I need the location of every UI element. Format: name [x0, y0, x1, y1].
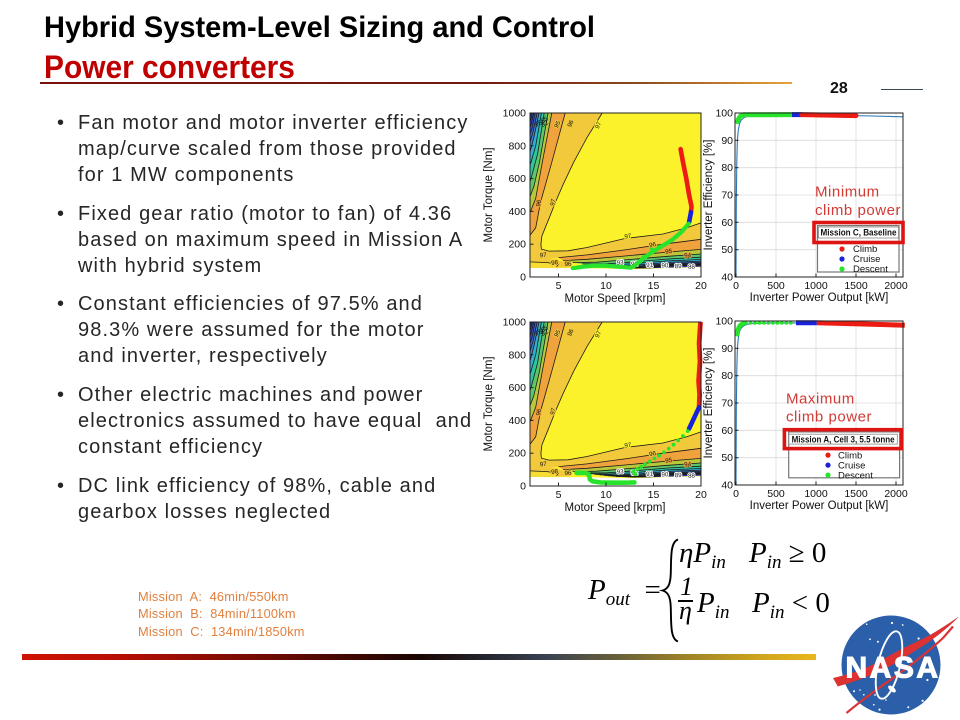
svg-text:Inverter Efficiency [%]: Inverter Efficiency [%] [703, 140, 715, 251]
svg-text:70: 70 [721, 398, 733, 410]
svg-text:97: 97 [594, 329, 603, 339]
svg-text:97: 97 [594, 120, 603, 130]
svg-text:Mission A, Cell 3, 5.5 tonne: Mission A, Cell 3, 5.5 tonne [792, 434, 895, 444]
svg-text:Inverter Power Output [kW]: Inverter Power Output [kW] [750, 500, 889, 512]
svg-text:98: 98 [551, 259, 559, 267]
svg-text:600: 600 [508, 382, 526, 394]
svg-text:40: 40 [721, 272, 733, 284]
svg-text:500: 500 [767, 488, 785, 500]
svg-text:800: 800 [508, 349, 526, 361]
svg-text:200: 200 [508, 448, 526, 460]
svg-text:97: 97 [540, 461, 548, 469]
svg-text:96: 96 [564, 470, 572, 478]
svg-text:Descent: Descent [838, 470, 873, 481]
svg-text:80: 80 [721, 370, 733, 382]
svg-text:91: 91 [646, 471, 654, 478]
svg-text:400: 400 [508, 415, 526, 427]
svg-text:94: 94 [684, 461, 692, 469]
svg-text:96: 96 [535, 408, 543, 417]
svg-text:Maximum: Maximum [786, 390, 855, 407]
svg-text:80: 80 [721, 162, 733, 174]
svg-text:5: 5 [556, 280, 562, 292]
svg-text:20: 20 [695, 280, 707, 292]
svg-text:90: 90 [721, 135, 733, 147]
svg-text:96: 96 [564, 261, 572, 269]
svg-text:Motor Speed [krpm]: Motor Speed [krpm] [565, 293, 666, 305]
svg-text:1000: 1000 [503, 108, 527, 120]
svg-text:90: 90 [721, 343, 733, 355]
svg-text:91: 91 [646, 262, 654, 269]
svg-text:1500: 1500 [844, 280, 868, 292]
svg-text:97: 97 [549, 407, 557, 416]
svg-text:2000: 2000 [884, 280, 908, 292]
svg-text:1000: 1000 [804, 488, 828, 500]
svg-text:40: 40 [721, 480, 733, 492]
svg-text:96: 96 [566, 119, 575, 129]
svg-text:97: 97 [549, 198, 557, 207]
svg-text:Cruise: Cruise [853, 254, 880, 265]
svg-text:95: 95 [553, 119, 563, 129]
svg-text:5: 5 [556, 489, 562, 501]
svg-text:Climb: Climb [853, 244, 877, 255]
svg-text:1000: 1000 [503, 317, 527, 329]
svg-text:98: 98 [551, 468, 559, 476]
svg-text:NASA: NASA [845, 652, 940, 685]
svg-text:200: 200 [508, 239, 526, 251]
svg-text:90: 90 [661, 262, 669, 269]
svg-text:88: 88 [688, 473, 696, 480]
svg-text:Cruise: Cruise [838, 460, 865, 471]
svg-text:95: 95 [553, 328, 563, 338]
svg-text:1500: 1500 [844, 488, 868, 500]
svg-text:10: 10 [600, 280, 612, 292]
svg-text:0: 0 [733, 488, 739, 500]
svg-text:96: 96 [535, 199, 543, 208]
svg-text:50: 50 [721, 452, 733, 464]
svg-text:2000: 2000 [884, 488, 908, 500]
svg-text:800: 800 [508, 140, 526, 152]
svg-text:97: 97 [624, 233, 632, 241]
svg-text:20: 20 [695, 489, 707, 501]
svg-text:0: 0 [733, 280, 739, 292]
svg-text:500: 500 [767, 280, 785, 292]
svg-text:600: 600 [508, 173, 526, 185]
svg-text:Descent: Descent [853, 264, 888, 275]
svg-text:60: 60 [721, 425, 733, 437]
svg-text:90: 90 [661, 471, 669, 478]
svg-text:60: 60 [721, 217, 733, 229]
svg-text:89: 89 [675, 472, 683, 479]
svg-text:93: 93 [617, 259, 625, 266]
svg-text:94: 94 [684, 252, 692, 260]
svg-text:97: 97 [540, 252, 548, 260]
svg-text:Motor Speed [krpm]: Motor Speed [krpm] [565, 502, 666, 514]
svg-text:Inverter Efficiency [%]: Inverter Efficiency [%] [703, 348, 715, 459]
svg-text:100: 100 [715, 108, 733, 120]
svg-text:0: 0 [520, 481, 526, 493]
svg-text:Inverter Power Output [kW]: Inverter Power Output [kW] [750, 292, 889, 304]
svg-text:400: 400 [508, 206, 526, 218]
svg-text:climb power: climb power [786, 408, 872, 425]
svg-text:96: 96 [566, 328, 575, 338]
svg-text:96: 96 [649, 450, 658, 458]
svg-text:0: 0 [520, 272, 526, 284]
svg-text:Motor Torque [Nm]: Motor Torque [Nm] [483, 356, 495, 451]
svg-text:88: 88 [688, 264, 696, 271]
svg-text:89: 89 [675, 263, 683, 270]
svg-text:climb power: climb power [815, 202, 901, 219]
svg-text:96: 96 [649, 241, 658, 249]
svg-text:100: 100 [715, 316, 733, 328]
svg-text:50: 50 [721, 244, 733, 256]
svg-text:95: 95 [665, 248, 673, 256]
svg-text:15: 15 [648, 489, 660, 501]
svg-text:10: 10 [600, 489, 612, 501]
svg-text:Climb: Climb [838, 450, 862, 461]
svg-text:Minimum: Minimum [815, 183, 880, 200]
svg-text:97: 97 [624, 442, 632, 450]
svg-text:93: 93 [617, 468, 625, 475]
svg-text:70: 70 [721, 190, 733, 202]
svg-text:Mission C, Baseline: Mission C, Baseline [821, 228, 897, 238]
svg-text:15: 15 [648, 280, 660, 292]
svg-text:1000: 1000 [804, 280, 828, 292]
svg-text:95: 95 [665, 457, 673, 465]
svg-text:Motor Torque [Nm]: Motor Torque [Nm] [483, 147, 495, 242]
